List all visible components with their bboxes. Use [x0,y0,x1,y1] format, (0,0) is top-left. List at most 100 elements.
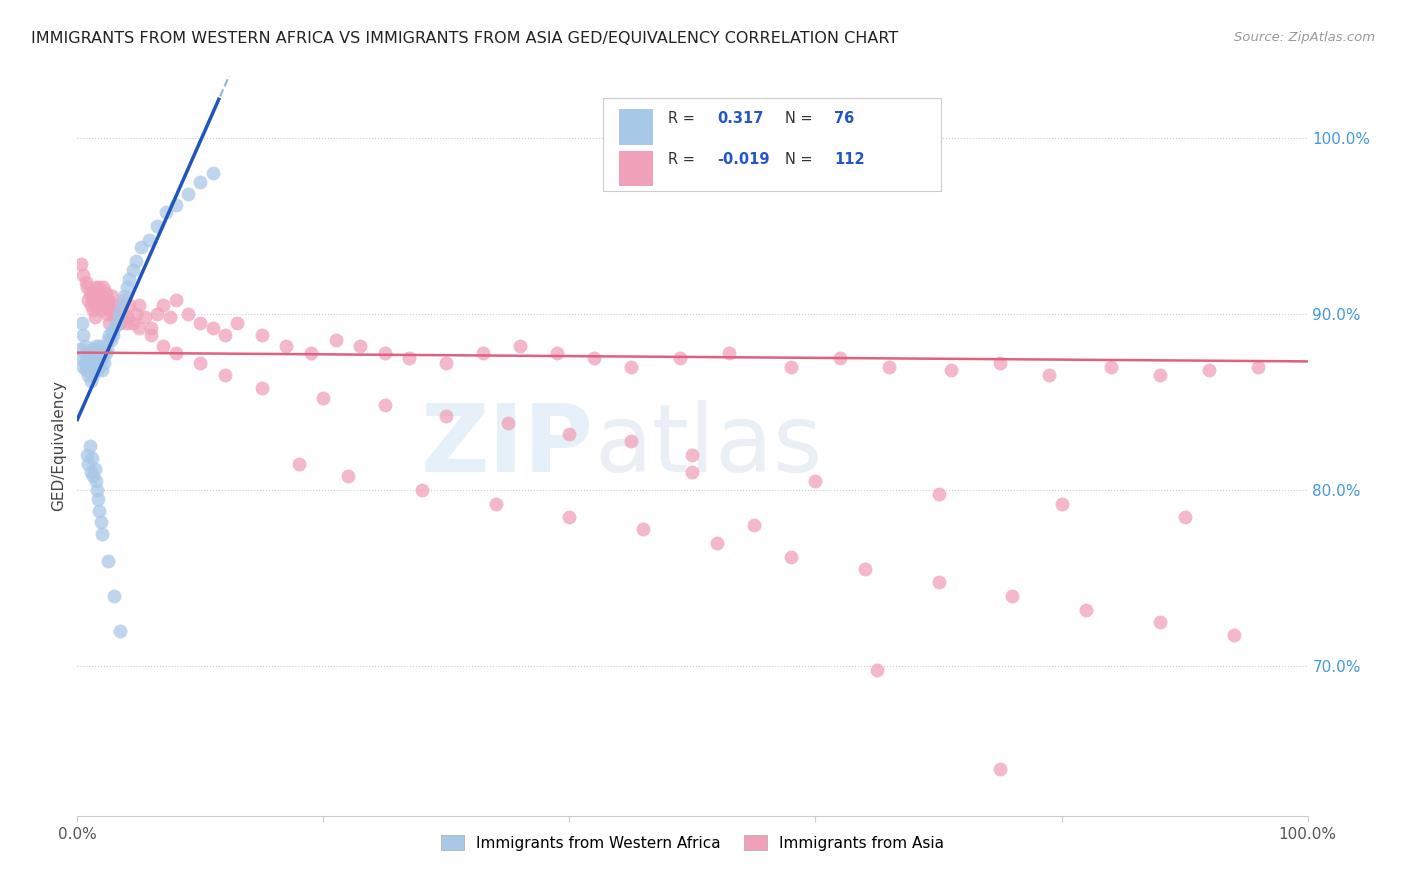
Point [111,307,132,321]
Point [93,342,115,356]
Point [718,345,741,359]
Text: 0.317: 0.317 [717,111,763,126]
Text: R =: R = [668,111,699,126]
Point [146,307,169,321]
Point [374,399,396,413]
Point [201,166,224,180]
Point [214,368,236,383]
Point [89,359,111,374]
Point [75,363,97,377]
Point [349,338,371,352]
Text: Source: ZipAtlas.com: Source: ZipAtlas.com [1234,31,1375,45]
Point [75,345,97,359]
Point [84,356,107,370]
Point [70,351,93,365]
Point [90,351,112,365]
Point [76,448,98,462]
Point [84,298,107,312]
Point [134,310,156,325]
Point [177,307,200,321]
Point [830,351,852,365]
Point [100,333,122,347]
Point [76,351,98,365]
Point [82,289,104,303]
Point [201,321,224,335]
Point [125,307,148,321]
Point [129,240,153,254]
Point [69,342,91,356]
Point [103,310,125,325]
Point [77,368,100,383]
Point [82,303,104,318]
Point [1223,627,1246,641]
Point [337,469,360,483]
Point [76,280,98,294]
Point [165,345,187,359]
Point [312,392,335,406]
Point [111,298,132,312]
Point [89,338,111,352]
Point [250,327,273,342]
Point [101,327,124,342]
Point [90,345,114,359]
Point [110,624,132,639]
Point [188,356,212,370]
Y-axis label: GED/Equivalency: GED/Equivalency [51,381,66,511]
FancyBboxPatch shape [619,151,654,186]
Point [72,327,94,342]
Point [472,345,495,359]
Point [80,466,103,480]
Point [87,351,110,365]
Point [411,483,433,497]
Point [1050,497,1073,511]
Point [620,359,643,374]
Point [128,321,150,335]
Point [82,351,104,365]
Point [115,310,138,325]
Point [299,345,322,359]
Point [76,359,98,374]
Point [398,351,420,365]
Point [91,280,114,294]
Text: atlas: atlas [595,400,823,492]
Point [93,298,115,312]
Point [83,310,105,325]
Point [79,439,101,453]
Point [558,426,581,441]
Point [436,356,458,370]
Point [706,536,728,550]
Point [939,363,962,377]
Point [155,204,177,219]
Point [128,298,150,312]
Point [118,271,141,285]
Point [682,466,704,480]
Point [1038,368,1060,383]
Point [105,298,128,312]
Point [83,359,105,374]
Point [485,497,508,511]
Text: N =: N = [785,111,817,126]
Point [80,351,103,365]
Point [177,186,200,201]
Point [141,327,163,342]
Point [86,285,108,300]
Point [94,345,117,359]
Point [780,549,803,565]
Text: ZIP: ZIP [422,400,595,492]
Text: IMMIGRANTS FROM WESTERN AFRICA VS IMMIGRANTS FROM ASIA GED/EQUIVALENCY CORRELATI: IMMIGRANTS FROM WESTERN AFRICA VS IMMIGR… [31,31,898,46]
Point [72,268,94,282]
Point [73,356,96,370]
Point [103,589,125,603]
Point [928,486,950,500]
Point [90,515,112,529]
Point [165,197,187,211]
Point [188,316,212,330]
Point [1076,603,1098,617]
Point [436,409,458,423]
Point [780,359,803,374]
Point [1099,359,1122,374]
Point [742,518,765,533]
Point [1247,359,1270,374]
Point [72,359,94,374]
Text: R =: R = [668,152,699,167]
